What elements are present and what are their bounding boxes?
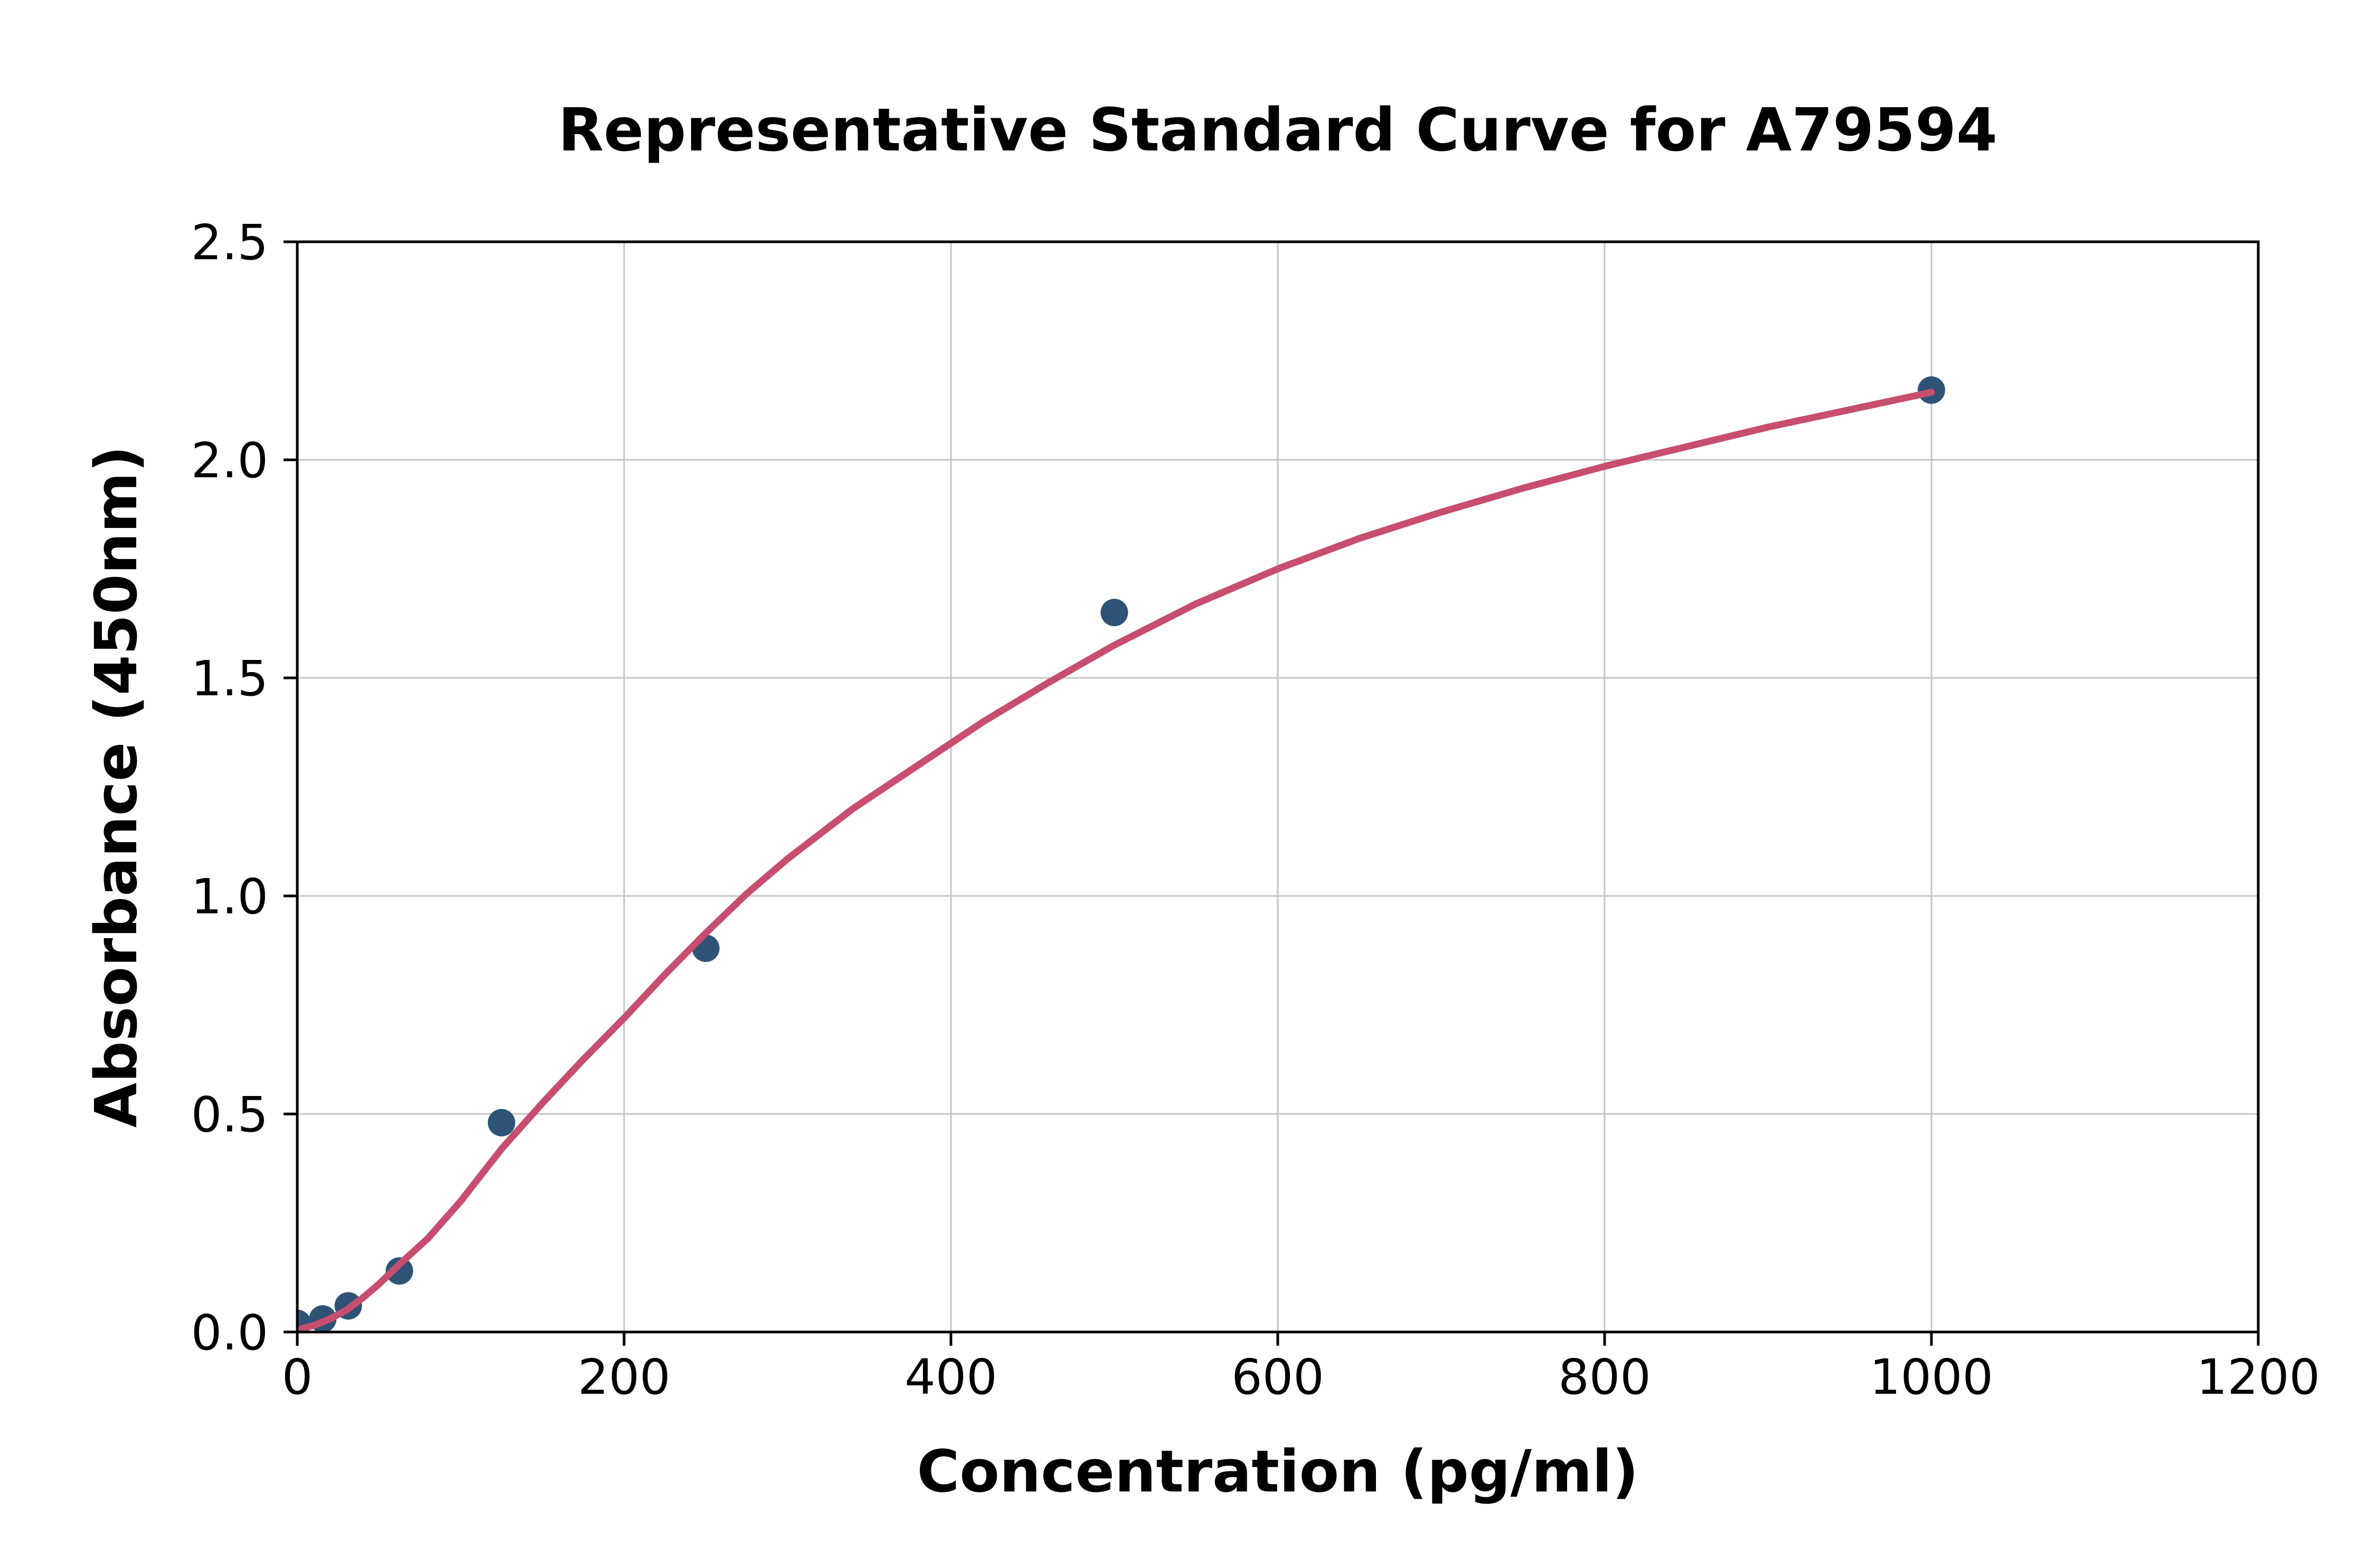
x-tick-label-1000: 1000 (1870, 1349, 1993, 1405)
x-tick-label-400: 400 (904, 1349, 997, 1405)
x-tick-label-600: 600 (1231, 1349, 1324, 1405)
y-tick-label-1.0: 1.0 (191, 868, 268, 925)
tick-layer: 0 200 400 600 800 1000 1200 0.0 0.5 1.0 1.5 2.0 2.5 (191, 214, 2320, 1405)
plot-frame (296, 240, 2260, 1334)
x-axis-label: Concentration (pg/ml) (917, 1438, 1639, 1505)
grid-layer (297, 242, 2258, 1332)
y-tick-label-2.0: 2.0 (191, 432, 268, 489)
chart-title: Representative Standard Curve for A79594 (558, 96, 1997, 165)
data-point (385, 1257, 413, 1285)
data-point (1100, 599, 1128, 627)
x-tick-label-0: 0 (282, 1349, 313, 1405)
x-tick-label-800: 800 (1558, 1349, 1651, 1405)
y-axis-label: Absorbance (450nm) (82, 446, 150, 1128)
data-points-layer (297, 376, 1945, 1332)
y-tick-label-1.5: 1.5 (191, 650, 268, 707)
fit-curve-line (297, 389, 1935, 1332)
x-tick-label-1200: 1200 (2196, 1349, 2320, 1405)
y-tick-label-0.0: 0.0 (191, 1305, 268, 1361)
x-tick-label-200: 200 (578, 1349, 671, 1405)
y-tick-label-2.5: 2.5 (191, 214, 268, 271)
y-tick-label-0.5: 0.5 (191, 1087, 268, 1143)
fit-curve-layer (297, 389, 1935, 1332)
data-point (487, 1109, 515, 1137)
